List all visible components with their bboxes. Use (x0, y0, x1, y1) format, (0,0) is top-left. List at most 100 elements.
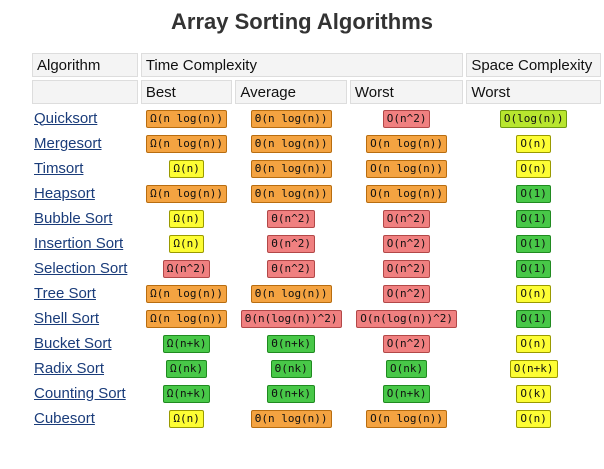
worst-complexity-badge: O(n(log(n))^2) (356, 309, 457, 328)
header-row-1: Algorithm Time Complexity Space Complexi… (32, 53, 601, 77)
table-row: Tree Sort Ω(n log(n)) Θ(n log(n)) O(n^2) O(n… (32, 282, 601, 304)
algorithm-link[interactable]: Timsort (34, 159, 84, 177)
space-complexity-cell: O(n+k) (466, 357, 601, 379)
space-complexity-cell: O(1) (466, 182, 601, 204)
average-complexity-cell: Θ(n log(n)) (235, 282, 347, 304)
algorithm-cell: Heapsort (32, 182, 138, 204)
algorithm-cell: Bubble Sort (32, 207, 138, 229)
best-complexity-cell: Ω(n+k) (141, 332, 233, 354)
worst-complexity-badge: O(n log(n)) (366, 184, 448, 203)
space-complexity-badge: O(n) (516, 334, 551, 353)
algorithm-cell: Selection Sort (32, 257, 138, 279)
average-complexity-badge: Θ(n+k) (267, 334, 316, 353)
best-complexity-cell: Ω(n) (141, 207, 233, 229)
algorithm-link[interactable]: Shell Sort (34, 309, 100, 327)
space-complexity-badge: O(1) (516, 309, 551, 328)
header-algorithm: Algorithm (32, 53, 138, 77)
space-complexity-badge: O(n) (516, 284, 551, 303)
worst-complexity-badge: O(n+k) (382, 384, 431, 403)
space-complexity-cell: O(1) (466, 232, 601, 254)
best-complexity-badge: Ω(n+k) (162, 334, 211, 353)
worst-complexity-badge: O(n log(n)) (366, 134, 448, 153)
average-complexity-badge: Θ(n^2) (267, 209, 316, 228)
best-complexity-badge: Ω(nk) (166, 359, 208, 378)
best-complexity-cell: Ω(n log(n)) (141, 107, 233, 129)
algorithm-cell: Radix Sort (32, 357, 138, 379)
table-row: Bubble Sort Ω(n) Θ(n^2) O(n^2) O(1) (32, 207, 601, 229)
best-complexity-badge: Ω(n^2) (162, 259, 211, 278)
algorithm-cell: Shell Sort (32, 307, 138, 329)
page-title: Array Sorting Algorithms (171, 9, 433, 34)
space-complexity-badge: O(log(n)) (499, 109, 568, 128)
average-complexity-cell: Θ(n log(n)) (235, 107, 347, 129)
average-complexity-badge: Θ(n log(n)) (250, 284, 332, 303)
average-complexity-cell: Θ(nk) (235, 357, 347, 379)
average-complexity-badge: Θ(n^2) (267, 234, 316, 253)
best-complexity-badge: Ω(n log(n)) (146, 284, 228, 303)
average-complexity-cell: Θ(n log(n)) (235, 132, 347, 154)
header-blank (32, 80, 138, 104)
space-complexity-cell: O(1) (466, 257, 601, 279)
algorithm-link[interactable]: Radix Sort (34, 359, 105, 377)
header-average: Average (235, 80, 347, 104)
space-complexity-cell: O(1) (466, 307, 601, 329)
worst-complexity-cell: O(n log(n)) (350, 407, 463, 429)
table-row: Selection Sort Ω(n^2) Θ(n^2) O(n^2) O(1) (32, 257, 601, 279)
algorithm-cell: Bucket Sort (32, 332, 138, 354)
algorithm-link[interactable]: Cubesort (34, 409, 95, 427)
table-row: Radix Sort Ω(nk) Θ(nk) O(nk) O(n+k) (32, 357, 601, 379)
average-complexity-badge: Θ(n log(n)) (250, 409, 332, 428)
average-complexity-cell: Θ(n+k) (235, 382, 347, 404)
algorithm-link[interactable]: Quicksort (34, 109, 98, 127)
space-complexity-cell: O(log(n)) (466, 107, 601, 129)
table-row: Cubesort Ω(n) Θ(n log(n)) O(n log(n)) O(n) (32, 407, 601, 429)
best-complexity-cell: Ω(n log(n)) (141, 307, 233, 329)
space-complexity-badge: O(n+k) (509, 359, 558, 378)
worst-complexity-cell: O(n(log(n))^2) (350, 307, 463, 329)
algorithm-cell: Quicksort (32, 107, 138, 129)
header-time-complexity: Time Complexity (140, 53, 464, 77)
average-complexity-cell: Θ(n+k) (235, 332, 347, 354)
algorithm-cell: Insertion Sort (32, 232, 138, 254)
space-complexity-cell: O(k) (466, 382, 601, 404)
average-complexity-badge: Θ(n log(n)) (250, 184, 332, 203)
table-row: Mergesort Ω(n log(n)) Θ(n log(n)) O(n log(n… (32, 132, 601, 154)
worst-complexity-badge: O(nk) (386, 359, 428, 378)
space-complexity-badge: O(k) (516, 384, 551, 403)
algorithm-link[interactable]: Mergesort (34, 134, 102, 152)
average-complexity-badge: Θ(n+k) (267, 384, 316, 403)
header-worst: Worst (349, 80, 464, 104)
best-complexity-cell: Ω(n) (141, 232, 233, 254)
table-row: Insertion Sort Ω(n) Θ(n^2) O(n^2) O(1) (32, 232, 601, 254)
table-row: Bucket Sort Ω(n+k) Θ(n+k) O(n^2) O(n) (32, 332, 601, 354)
space-complexity-badge: O(1) (516, 184, 551, 203)
algorithm-link[interactable]: Bubble Sort (34, 209, 113, 227)
worst-complexity-cell: O(n log(n)) (350, 132, 463, 154)
header-space-worst: Worst (466, 80, 601, 104)
algorithm-link[interactable]: Tree Sort (34, 284, 96, 302)
space-complexity-cell: O(n) (466, 407, 601, 429)
best-complexity-badge: Ω(n log(n)) (146, 309, 228, 328)
worst-complexity-cell: O(nk) (350, 357, 463, 379)
algorithm-link[interactable]: Selection Sort (34, 259, 128, 277)
algorithm-link[interactable]: Heapsort (34, 184, 95, 202)
best-complexity-cell: Ω(n+k) (141, 382, 233, 404)
worst-complexity-cell: O(n^2) (350, 107, 463, 129)
worst-complexity-cell: O(n log(n)) (350, 157, 463, 179)
worst-complexity-cell: O(n log(n)) (350, 182, 463, 204)
best-complexity-cell: Ω(n log(n)) (141, 182, 233, 204)
worst-complexity-badge: O(n^2) (382, 334, 431, 353)
algorithm-link[interactable]: Bucket Sort (34, 334, 112, 352)
worst-complexity-cell: O(n^2) (350, 332, 463, 354)
complexity-table: Algorithm Time Complexity Space Complexi… (29, 50, 604, 432)
worst-complexity-cell: O(n^2) (350, 232, 463, 254)
algorithm-link[interactable]: Insertion Sort (34, 234, 124, 252)
algorithm-link[interactable]: Counting Sort (34, 384, 126, 402)
average-complexity-cell: Θ(n^2) (235, 207, 347, 229)
best-complexity-badge: Ω(n+k) (162, 384, 211, 403)
best-complexity-cell: Ω(n^2) (141, 257, 233, 279)
space-complexity-badge: O(n) (516, 159, 551, 178)
space-complexity-cell: O(n) (466, 157, 601, 179)
best-complexity-badge: Ω(n) (169, 159, 204, 178)
average-complexity-badge: Θ(n log(n)) (250, 159, 332, 178)
